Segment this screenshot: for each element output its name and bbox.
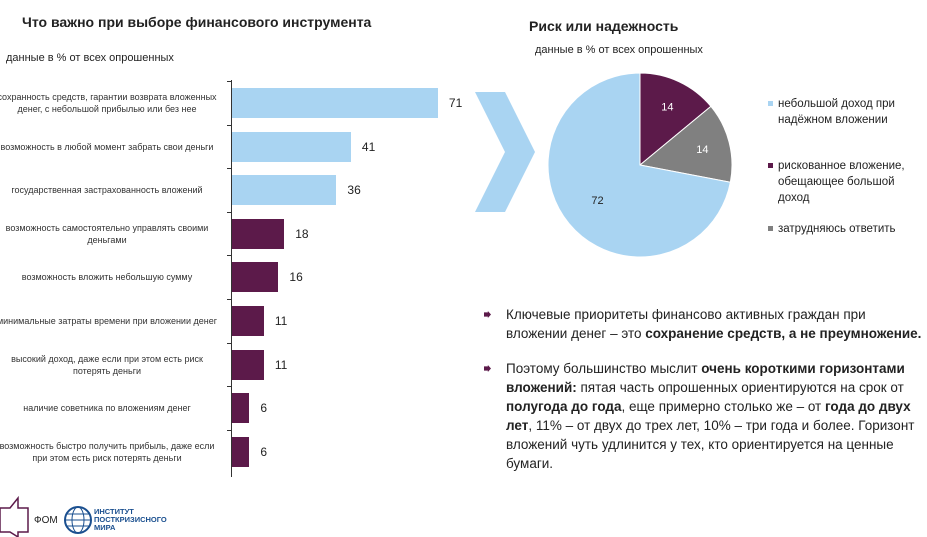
bar	[232, 306, 264, 336]
legend-label: небольшой доход при надёжном вложении	[778, 98, 895, 126]
bold-text: очень короткими горизонтами вложений:	[506, 361, 905, 395]
slice-label: 14	[661, 102, 673, 114]
data-label: 18	[295, 226, 309, 241]
text: пятая часть опрошенных ориентируются на …	[576, 380, 904, 395]
bar	[232, 349, 264, 380]
category-label: возможность самостоятельно управлять сво…	[5, 222, 209, 245]
tick	[227, 211, 231, 213]
legend-item-safe: небольшой доход при надёжном вложении	[768, 96, 927, 128]
bar	[232, 218, 285, 249]
data-label: 6	[260, 444, 268, 459]
category-label: возможность вложить небольшую сумму	[21, 272, 193, 283]
bar-chart-title: Что важно при выборе финансового инструм…	[22, 14, 372, 30]
data-label: 71	[448, 96, 463, 110]
legend-swatch	[768, 101, 773, 106]
legend-label: затрудняюсь ответить	[778, 223, 896, 235]
bullet-1: Ключевые приоритеты финансово активных г…	[484, 305, 924, 343]
y-axis	[231, 80, 232, 478]
slice-label: 72	[591, 195, 603, 207]
category-label: высокий доход, даже если при этом есть р…	[11, 353, 203, 376]
tick	[227, 124, 231, 126]
institute-logo-text: ИНСТИТУТ ПОСТКРИЗИСНОГО МИРА	[94, 507, 167, 532]
fom-logo-icon	[0, 496, 29, 537]
category-label: наличие советника по вложениям денег	[23, 403, 191, 414]
legend-swatch	[768, 163, 773, 168]
bar	[232, 262, 279, 293]
bullet-arrow-icon	[484, 365, 491, 372]
bar	[232, 436, 250, 467]
data-label: 36	[347, 183, 361, 198]
text: Ключевые приоритеты финансово активных г…	[506, 307, 866, 341]
data-label: 6	[260, 401, 268, 416]
tick	[227, 342, 231, 344]
pie-chart-title: Риск или надежность	[529, 18, 679, 34]
text: , еще примерно столько же – от	[621, 399, 825, 414]
bar	[232, 175, 337, 206]
legend-item-risky: рискованное вложение, обещающее большой …	[768, 158, 927, 206]
chevron-arrow-icon	[475, 92, 535, 212]
data-label: 11	[274, 357, 288, 372]
category-label: возможность быстро получить прибыль, даж…	[0, 440, 215, 463]
bold-text: полугода до года	[506, 399, 622, 414]
pie-slice	[547, 72, 731, 258]
slice-label: 14	[696, 144, 708, 156]
bar	[232, 88, 438, 118]
category-label: минимальные затраты времени при вложении…	[0, 316, 218, 326]
globe-logo-icon	[64, 506, 92, 534]
tick	[227, 429, 231, 431]
tick	[227, 386, 231, 388]
pie-chart: 14 14 72	[547, 72, 733, 258]
bullet-2: Поэтому большинство мыслит очень коротки…	[484, 359, 924, 473]
bullet-arrow-icon	[484, 311, 491, 318]
bold-text: сохранение средств, а не преумножение.	[645, 326, 922, 341]
data-label: 11	[274, 314, 288, 328]
data-label: 41	[361, 139, 376, 154]
pie-chart-subtitle: данные в % от всех опрошенных	[535, 44, 703, 56]
legend-label: рискованное вложение, обещающее большой …	[778, 160, 905, 204]
text: , 11% – от двух до трех лет, 10% – три г…	[506, 418, 915, 471]
tick	[227, 81, 231, 82]
bold-text: года до двух лет	[506, 399, 911, 433]
fom-label: ФОМ	[34, 515, 58, 526]
bar-chart-subtitle: данные в % от всех опрошенных	[6, 52, 174, 64]
bar	[232, 393, 250, 424]
category-label: возможность в любой момент забрать свои …	[0, 141, 214, 152]
pie-slice	[639, 72, 712, 167]
text: Поэтому большинство мыслит	[506, 361, 702, 376]
legend-swatch	[768, 226, 773, 231]
data-label: 16	[289, 270, 303, 285]
category-label: сохранность средств, гарантии возврата в…	[0, 92, 217, 114]
pie-slice	[638, 105, 733, 183]
tick	[227, 168, 231, 170]
tick	[227, 255, 231, 257]
bar	[232, 131, 351, 162]
tick	[227, 299, 231, 300]
legend-item-unsure: затрудняюсь ответить	[768, 221, 927, 237]
category-label: государственная застрахованность вложени…	[11, 185, 203, 196]
